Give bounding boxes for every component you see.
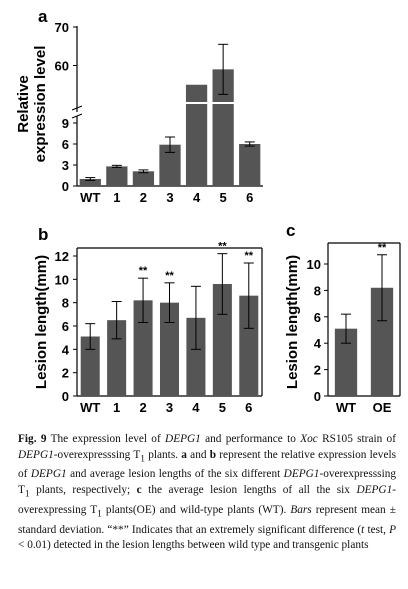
y-axis-label: Lesion length(mm) — [33, 255, 50, 389]
bar-2 — [133, 300, 153, 396]
bar-4 — [185, 84, 208, 102]
x-tick-label-WT: WT — [80, 190, 100, 205]
y-tick-label: 4 — [314, 336, 322, 351]
x-tick-label-1: 1 — [113, 190, 120, 205]
y-tick-label: 0 — [62, 389, 69, 404]
panel-letter-c: c — [286, 221, 295, 240]
bar-4-lower — [185, 104, 208, 186]
y-tick-label: 6 — [314, 310, 321, 325]
bar-WT — [79, 179, 101, 186]
bar-6 — [239, 144, 261, 186]
bar-WT — [334, 328, 358, 396]
bar-6 — [239, 295, 259, 396]
x-tick-label-OE: OE — [373, 400, 392, 415]
bar-5 — [212, 284, 232, 396]
panel-letter-b: b — [38, 225, 48, 244]
panel-c-chart: 0 2 4 6 8 10 WT ** OE c Lesion length(mm) — [284, 221, 401, 415]
axis-break-mark — [71, 113, 83, 119]
y-axis-label: Relativeexpression level — [15, 46, 49, 163]
y-tick-label: 8 — [62, 296, 69, 311]
y-tick-label: 0 — [314, 389, 321, 404]
bar-1 — [106, 166, 128, 186]
y-tick-label: 2 — [62, 366, 69, 381]
panel-letter-a: a — [38, 7, 48, 26]
y-tick-label: 10 — [55, 272, 69, 287]
x-tick-label-4: 4 — [193, 190, 201, 205]
y-tick-label: 60 — [55, 59, 69, 74]
caption-text: The expression level of DEPG1 and perfor… — [18, 433, 396, 552]
x-tick-label-6: 6 — [246, 190, 253, 205]
y-tick-label: 8 — [314, 283, 321, 298]
x-tick-label-WT: WT — [336, 400, 356, 415]
significance-6: ** — [245, 250, 254, 262]
y-tick-label: 0 — [62, 179, 69, 194]
y-tick-label: 10 — [307, 257, 321, 272]
caption-label: Fig. 9 — [18, 433, 47, 445]
y-tick-label: 4 — [62, 342, 70, 357]
significance-2: ** — [139, 265, 148, 277]
bar-2 — [132, 171, 155, 186]
x-tick-label-3: 3 — [166, 400, 173, 415]
y-tick-label: 2 — [314, 363, 321, 378]
x-tick-label-2: 2 — [139, 400, 146, 415]
x-tick-label-6: 6 — [245, 400, 252, 415]
panel-a-chart: 0 3 6 9 60 70 WT 1 2 3 4 5 6 a Relativeexpression leve… — [15, 7, 263, 205]
y-tick-label: 6 — [62, 137, 69, 152]
y-axis-label: Lesion length(mm) — [284, 255, 301, 389]
x-tick-label-WT: WT — [80, 400, 100, 415]
figure-caption: Fig. 9 The expression level of DEPG1 and… — [18, 432, 396, 554]
x-tick-label-3: 3 — [166, 190, 173, 205]
x-tick-label-5: 5 — [220, 190, 227, 205]
bar-WT — [80, 336, 100, 396]
bar-4 — [186, 317, 206, 396]
x-tick-label-4: 4 — [192, 400, 200, 415]
significance-OE: ** — [378, 242, 387, 254]
bar-5-lower — [212, 104, 234, 186]
y-tick-label: 3 — [62, 158, 69, 173]
y-tick-label: 70 — [55, 20, 69, 35]
bar-3 — [159, 144, 181, 186]
y-tick-label: 12 — [55, 249, 69, 264]
significance-3: ** — [165, 270, 174, 282]
x-tick-label-2: 2 — [140, 190, 147, 205]
x-tick-label-1: 1 — [113, 400, 120, 415]
significance-5: ** — [218, 241, 227, 253]
panel-b-chart: 0 2 4 6 8 10 12 WT 1 ** 2 ** 3 4 ** 5 ** 6 b Lesion length(… — [33, 225, 263, 415]
axis-break-mark — [71, 105, 83, 111]
y-tick-label: 6 — [62, 319, 69, 334]
y-tick-label: 9 — [62, 116, 69, 131]
bar-3 — [159, 302, 180, 396]
bar-OE — [370, 287, 394, 396]
x-tick-label-5: 5 — [219, 400, 226, 415]
